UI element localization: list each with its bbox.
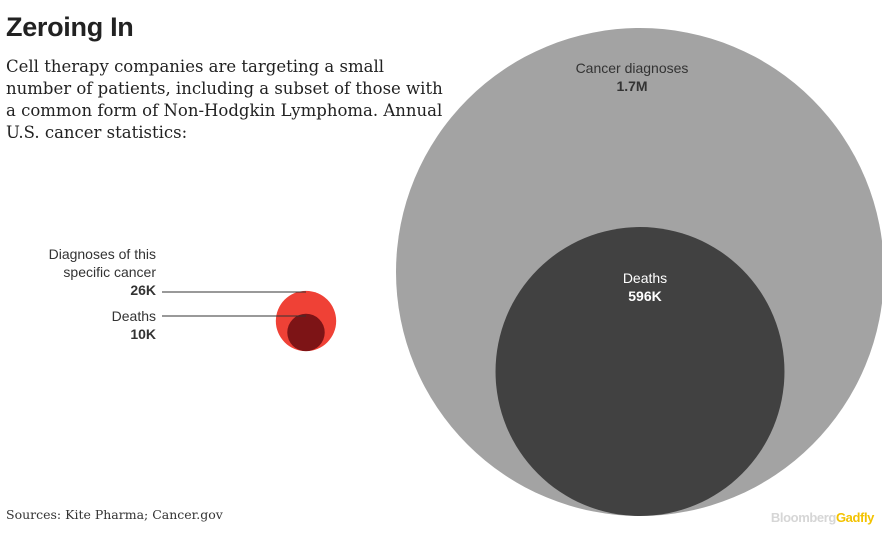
- cancer-diagnoses-label: Cancer diagnoses: [576, 60, 689, 76]
- specific-diagnoses-value: 26K: [130, 282, 156, 298]
- cancer-deaths-label: Deaths: [623, 270, 667, 286]
- cancer-deaths-circle: [495, 227, 785, 516]
- brand-logo-part-2: Gadfly: [835, 510, 874, 525]
- specific-deaths-value: 10K: [130, 326, 156, 342]
- chart-subtitle: Cell therapy companies are targeting a s…: [6, 57, 443, 142]
- specific-deaths-circle: [287, 313, 325, 352]
- specific-diagnoses-label-line-2: specific cancer: [63, 264, 156, 280]
- brand-logo-part-1: Bloomberg: [770, 510, 836, 525]
- source-note: Sources: Kite Pharma; Cancer.gov: [6, 507, 223, 522]
- chart-title: Zeroing In: [6, 12, 134, 42]
- brand-logo: BloombergGadfly: [771, 510, 874, 525]
- cancer-diagnoses-value: 1.7M: [616, 78, 647, 94]
- specific-diagnoses-label-line-1: Diagnoses of this: [49, 246, 156, 262]
- cancer-deaths-value: 596K: [628, 288, 661, 304]
- specific-deaths-label: Deaths: [112, 308, 156, 324]
